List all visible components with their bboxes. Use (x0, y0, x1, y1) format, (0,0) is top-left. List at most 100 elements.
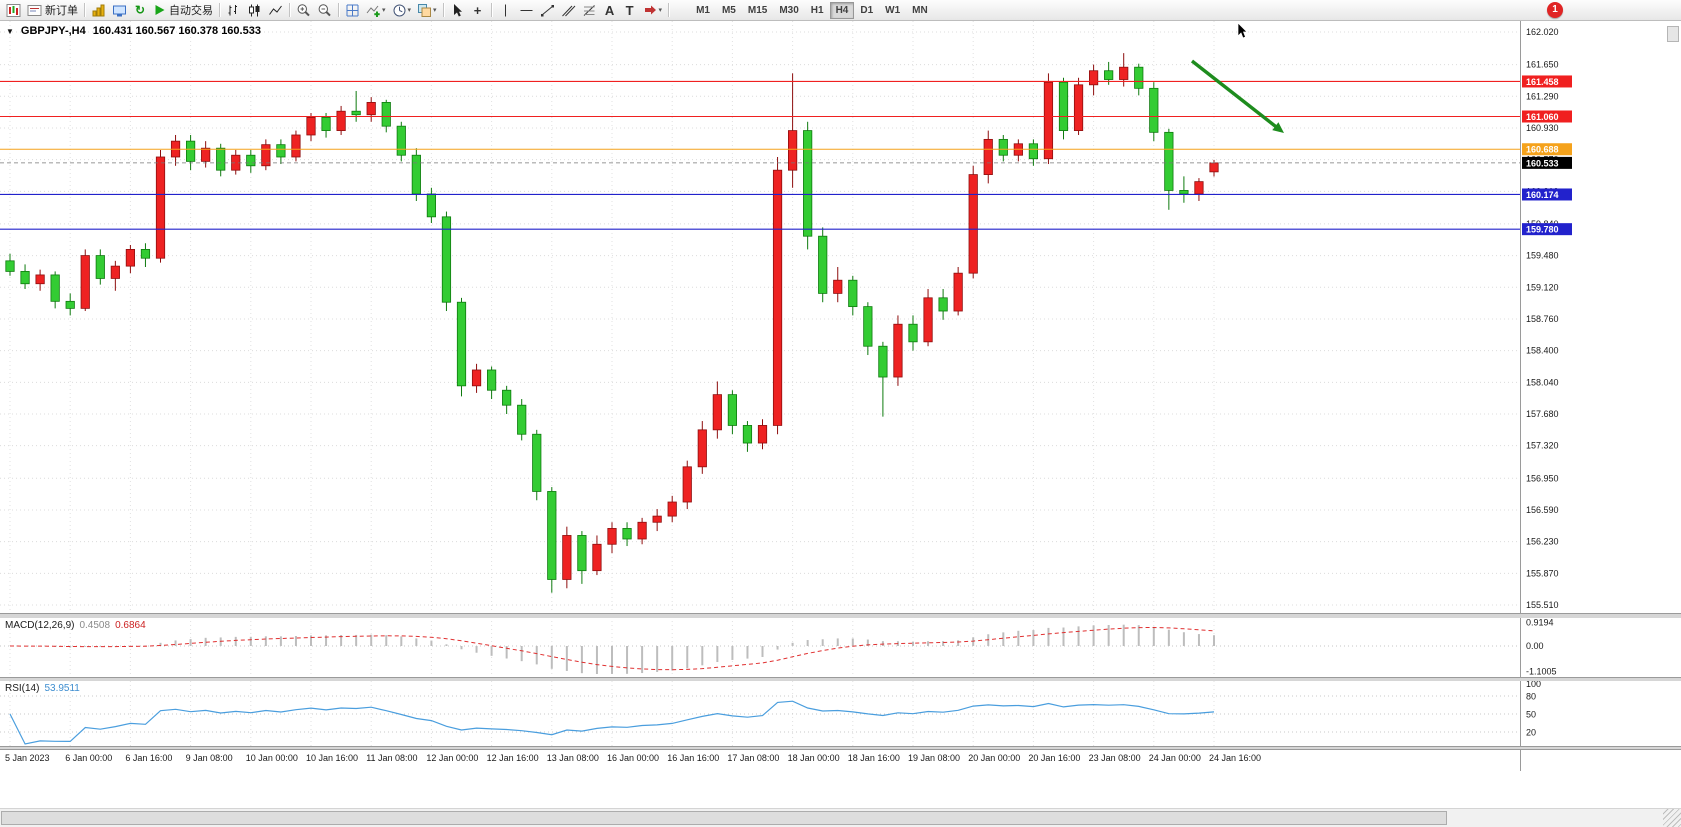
new-order-button[interactable]: 新订单 (24, 1, 81, 19)
svg-text:6 Jan 00:00: 6 Jan 00:00 (65, 753, 112, 763)
svg-text:156.230: 156.230 (1526, 537, 1559, 547)
dropdown-arrow-icon: ▾ (433, 7, 437, 14)
price-line-label[interactable] (1522, 223, 1572, 236)
separator (289, 3, 290, 17)
indicators-button[interactable]: ▾ (363, 1, 389, 19)
zoom-out-icon (318, 3, 331, 16)
tf-m1-button[interactable]: M1 (690, 2, 716, 19)
line-chart-button[interactable] (265, 1, 286, 19)
trend-arrow-annotation[interactable] (1190, 59, 1279, 130)
svg-text:20 Jan 00:00: 20 Jan 00:00 (968, 753, 1020, 763)
price-line-label[interactable] (1522, 75, 1572, 88)
tf-mn-button[interactable]: MN (906, 2, 934, 19)
vertical-line-button[interactable] (495, 1, 516, 19)
arrows-button[interactable]: ▾ (640, 1, 666, 19)
fibonacci-button[interactable] (579, 1, 600, 19)
rsi-indicator-label: RSI(14) 53.9511 (5, 683, 80, 694)
market-watch-button[interactable] (109, 1, 130, 19)
channel-button[interactable] (558, 1, 579, 19)
templates-button[interactable]: ▾ (414, 1, 440, 19)
svg-text:156.950: 156.950 (1526, 473, 1559, 483)
tf-h4-button[interactable]: H4 (829, 1, 855, 19)
svg-text:20 Jan 16:00: 20 Jan 16:00 (1028, 753, 1080, 763)
chart-area[interactable]: 162.020161.650161.290160.930160.570160.2… (0, 21, 1681, 773)
svg-text:12 Jan 00:00: 12 Jan 00:00 (426, 753, 478, 763)
text-button[interactable]: A (600, 1, 620, 19)
svg-text:155.510: 155.510 (1526, 600, 1559, 610)
mouse-cursor-icon (1237, 22, 1248, 39)
chart-canvas[interactable]: 162.020161.650161.290160.930160.570160.2… (0, 21, 1681, 773)
candlestick-icon (249, 4, 260, 16)
svg-text:23 Jan 08:00: 23 Jan 08:00 (1089, 753, 1141, 763)
auto-trading-button[interactable]: 自动交易 (150, 1, 216, 19)
axes: 162.020161.650161.290160.930160.570160.2… (0, 21, 1681, 771)
svg-text:18 Jan 00:00: 18 Jan 00:00 (788, 753, 840, 763)
cursor-button[interactable] (447, 1, 468, 19)
periods-button[interactable]: ▾ (389, 1, 415, 19)
separator (490, 3, 492, 17)
svg-text:160.930: 160.930 (1526, 123, 1559, 133)
templates-icon (418, 3, 432, 17)
auto-trading-label: 自动交易 (169, 5, 213, 17)
resize-grip[interactable] (1663, 809, 1681, 827)
tf-d1-button[interactable]: D1 (854, 2, 879, 19)
zoom-in-button[interactable] (293, 1, 314, 19)
clock-icon (393, 4, 406, 16)
crosshair-button[interactable]: + (468, 1, 488, 19)
svg-text:24 Jan 00:00: 24 Jan 00:00 (1149, 753, 1201, 763)
symbol-timeframe: GBPJPY-,H4 (20, 25, 86, 37)
charts-button[interactable] (88, 1, 109, 19)
grid-button[interactable] (342, 1, 363, 19)
notification-badge[interactable]: 1 (1547, 2, 1563, 18)
dropdown-arrow-icon: ▾ (382, 7, 386, 14)
line-chart-icon (269, 5, 282, 15)
svg-text:16 Jan 00:00: 16 Jan 00:00 (607, 753, 659, 763)
grid (0, 21, 1520, 746)
tf-m30-button[interactable]: M30 (773, 2, 804, 19)
candlestick-series (5, 53, 1219, 593)
svg-text:162.020: 162.020 (1526, 27, 1559, 37)
channel-icon (561, 5, 575, 16)
tf-m5-button[interactable]: M5 (716, 2, 742, 19)
tf-m15-button[interactable]: M15 (742, 2, 773, 19)
zoom-in-icon (297, 3, 310, 16)
cursor-icon (453, 3, 462, 16)
tf-w1-button[interactable]: W1 (879, 2, 906, 19)
macd-name: MACD(12,26,9) (5, 620, 75, 631)
refresh-button[interactable]: ↻ (130, 1, 150, 19)
svg-text:0.00: 0.00 (1526, 641, 1544, 651)
vertical-scrollbar-thumb[interactable] (1667, 26, 1679, 42)
refresh-icon: ↻ (134, 3, 146, 17)
svg-text:159.780: 159.780 (1526, 225, 1559, 235)
text-label-button[interactable]: T (620, 1, 640, 19)
svg-text:9 Jan 08:00: 9 Jan 08:00 (186, 753, 233, 763)
new-chart-button[interactable] (3, 1, 24, 19)
svg-text:10 Jan 00:00: 10 Jan 00:00 (246, 753, 298, 763)
svg-text:20: 20 (1526, 728, 1536, 738)
horizontal-scrollbar[interactable] (0, 808, 1681, 827)
price-line-label[interactable] (1522, 188, 1572, 201)
horizontal-line-button[interactable] (516, 1, 537, 19)
tf-h1-button[interactable]: H1 (805, 2, 830, 19)
svg-text:10 Jan 16:00: 10 Jan 16:00 (306, 753, 358, 763)
bar-chart-button[interactable] (223, 1, 244, 19)
macd-main-value: 0.4508 (79, 620, 111, 631)
candlestick-chart-button[interactable] (244, 1, 265, 19)
horizontal-scrollbar-thumb[interactable] (1, 811, 1447, 825)
svg-text:158.760: 158.760 (1526, 314, 1559, 324)
price-line-label[interactable] (1522, 143, 1572, 156)
collapse-marker-icon[interactable]: ▼ (6, 26, 14, 36)
svg-text:160.688: 160.688 (1526, 145, 1559, 155)
svg-text:161.458: 161.458 (1526, 77, 1559, 87)
trend-line-button[interactable] (537, 1, 558, 19)
zoom-out-button[interactable] (314, 1, 335, 19)
vertical-line-icon (504, 4, 506, 16)
chart-title: ▼ GBPJPY-,H4 160.431 160.567 160.378 160… (6, 25, 261, 37)
svg-text:160.174: 160.174 (1526, 190, 1559, 200)
svg-text:13 Jan 08:00: 13 Jan 08:00 (547, 753, 599, 763)
price-line-label[interactable] (1522, 110, 1572, 123)
monitor-icon (113, 5, 126, 16)
bar-stats-icon (92, 4, 105, 16)
separator (84, 3, 85, 17)
